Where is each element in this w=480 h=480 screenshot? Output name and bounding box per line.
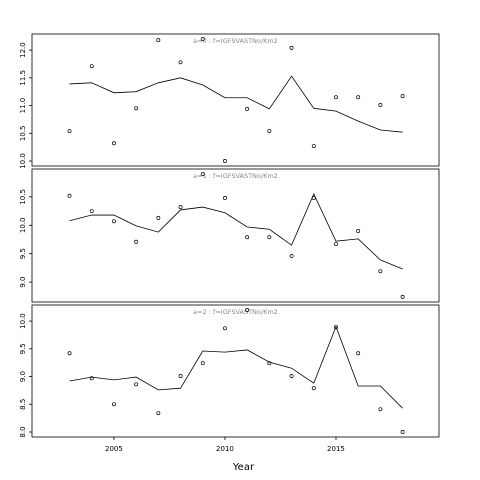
data-point	[134, 382, 139, 387]
data-point	[400, 94, 405, 99]
data-point	[334, 95, 338, 100]
data-point	[223, 196, 227, 200]
y-tick-label: 10.5	[19, 189, 27, 205]
data-point	[89, 209, 94, 214]
panel-frame	[31, 304, 440, 438]
data-point	[267, 235, 272, 240]
data-point	[156, 38, 161, 43]
data-point	[134, 239, 139, 244]
data-point	[178, 60, 183, 65]
fitted-line	[69, 75, 403, 133]
data-point	[311, 386, 316, 391]
data-point	[400, 294, 405, 299]
data-point	[289, 374, 294, 378]
data-point	[200, 37, 205, 41]
panel-title: a=1 : f=IGFSVASTNo/Km2	[193, 172, 278, 180]
x-tick-label: 2015	[327, 445, 345, 453]
data-point	[245, 106, 250, 111]
y-tick-label: 9.5	[19, 343, 27, 354]
y-tick-label: 10.0	[19, 153, 27, 169]
data-point	[378, 269, 383, 274]
data-point	[400, 430, 405, 434]
data-point	[67, 351, 72, 356]
data-point	[334, 242, 338, 246]
data-point	[156, 215, 161, 220]
data-point	[111, 402, 116, 407]
fitted-line	[69, 325, 403, 409]
data-point	[311, 144, 316, 148]
panel-frame	[31, 168, 440, 303]
data-point	[200, 172, 205, 177]
y-tick-label: 9.0	[19, 371, 27, 382]
y-tick-label: 10.0	[19, 217, 27, 233]
data-point	[111, 141, 116, 146]
data-point	[289, 45, 294, 50]
y-tick-label: 11.5	[19, 70, 27, 86]
panel-frame	[31, 33, 440, 167]
y-tick-label: 11.0	[19, 98, 27, 114]
y-tick-label: 8.5	[19, 399, 27, 410]
data-point	[89, 64, 94, 69]
data-point	[267, 129, 272, 134]
data-point	[89, 376, 94, 381]
y-tick-label: 9.0	[19, 277, 27, 288]
data-point	[67, 193, 72, 198]
data-point	[156, 411, 161, 416]
data-point	[378, 103, 383, 107]
y-tick-label: 8.0	[19, 426, 27, 437]
panel-title: a=2 : f=IGFSVASTNo/Km2	[193, 308, 278, 316]
data-point	[356, 351, 361, 356]
y-tick-label: 10.0	[19, 313, 27, 329]
x-tick-label: 2010	[216, 445, 234, 453]
data-point	[134, 106, 139, 111]
y-tick-label: 12.0	[19, 42, 27, 58]
data-point	[223, 326, 227, 331]
y-tick-label: 9.5	[19, 248, 27, 259]
x-axis-label: Year	[232, 462, 255, 473]
data-point	[378, 407, 383, 412]
data-point	[356, 229, 361, 233]
data-point	[356, 95, 361, 100]
data-point	[200, 361, 205, 366]
data-point	[223, 159, 227, 163]
data-point	[67, 129, 72, 134]
data-point	[245, 235, 250, 240]
y-tick-label: 10.5	[19, 125, 27, 141]
data-point	[267, 361, 272, 366]
panel-title: a=0 : f=IGFSVASTNo/Km2	[193, 37, 278, 45]
data-point	[289, 254, 294, 258]
fitted-line	[69, 193, 403, 270]
data-point	[111, 219, 116, 224]
data-point	[178, 374, 183, 378]
x-tick-label: 2005	[105, 445, 123, 453]
data-point	[178, 205, 183, 210]
data-point	[245, 308, 250, 312]
